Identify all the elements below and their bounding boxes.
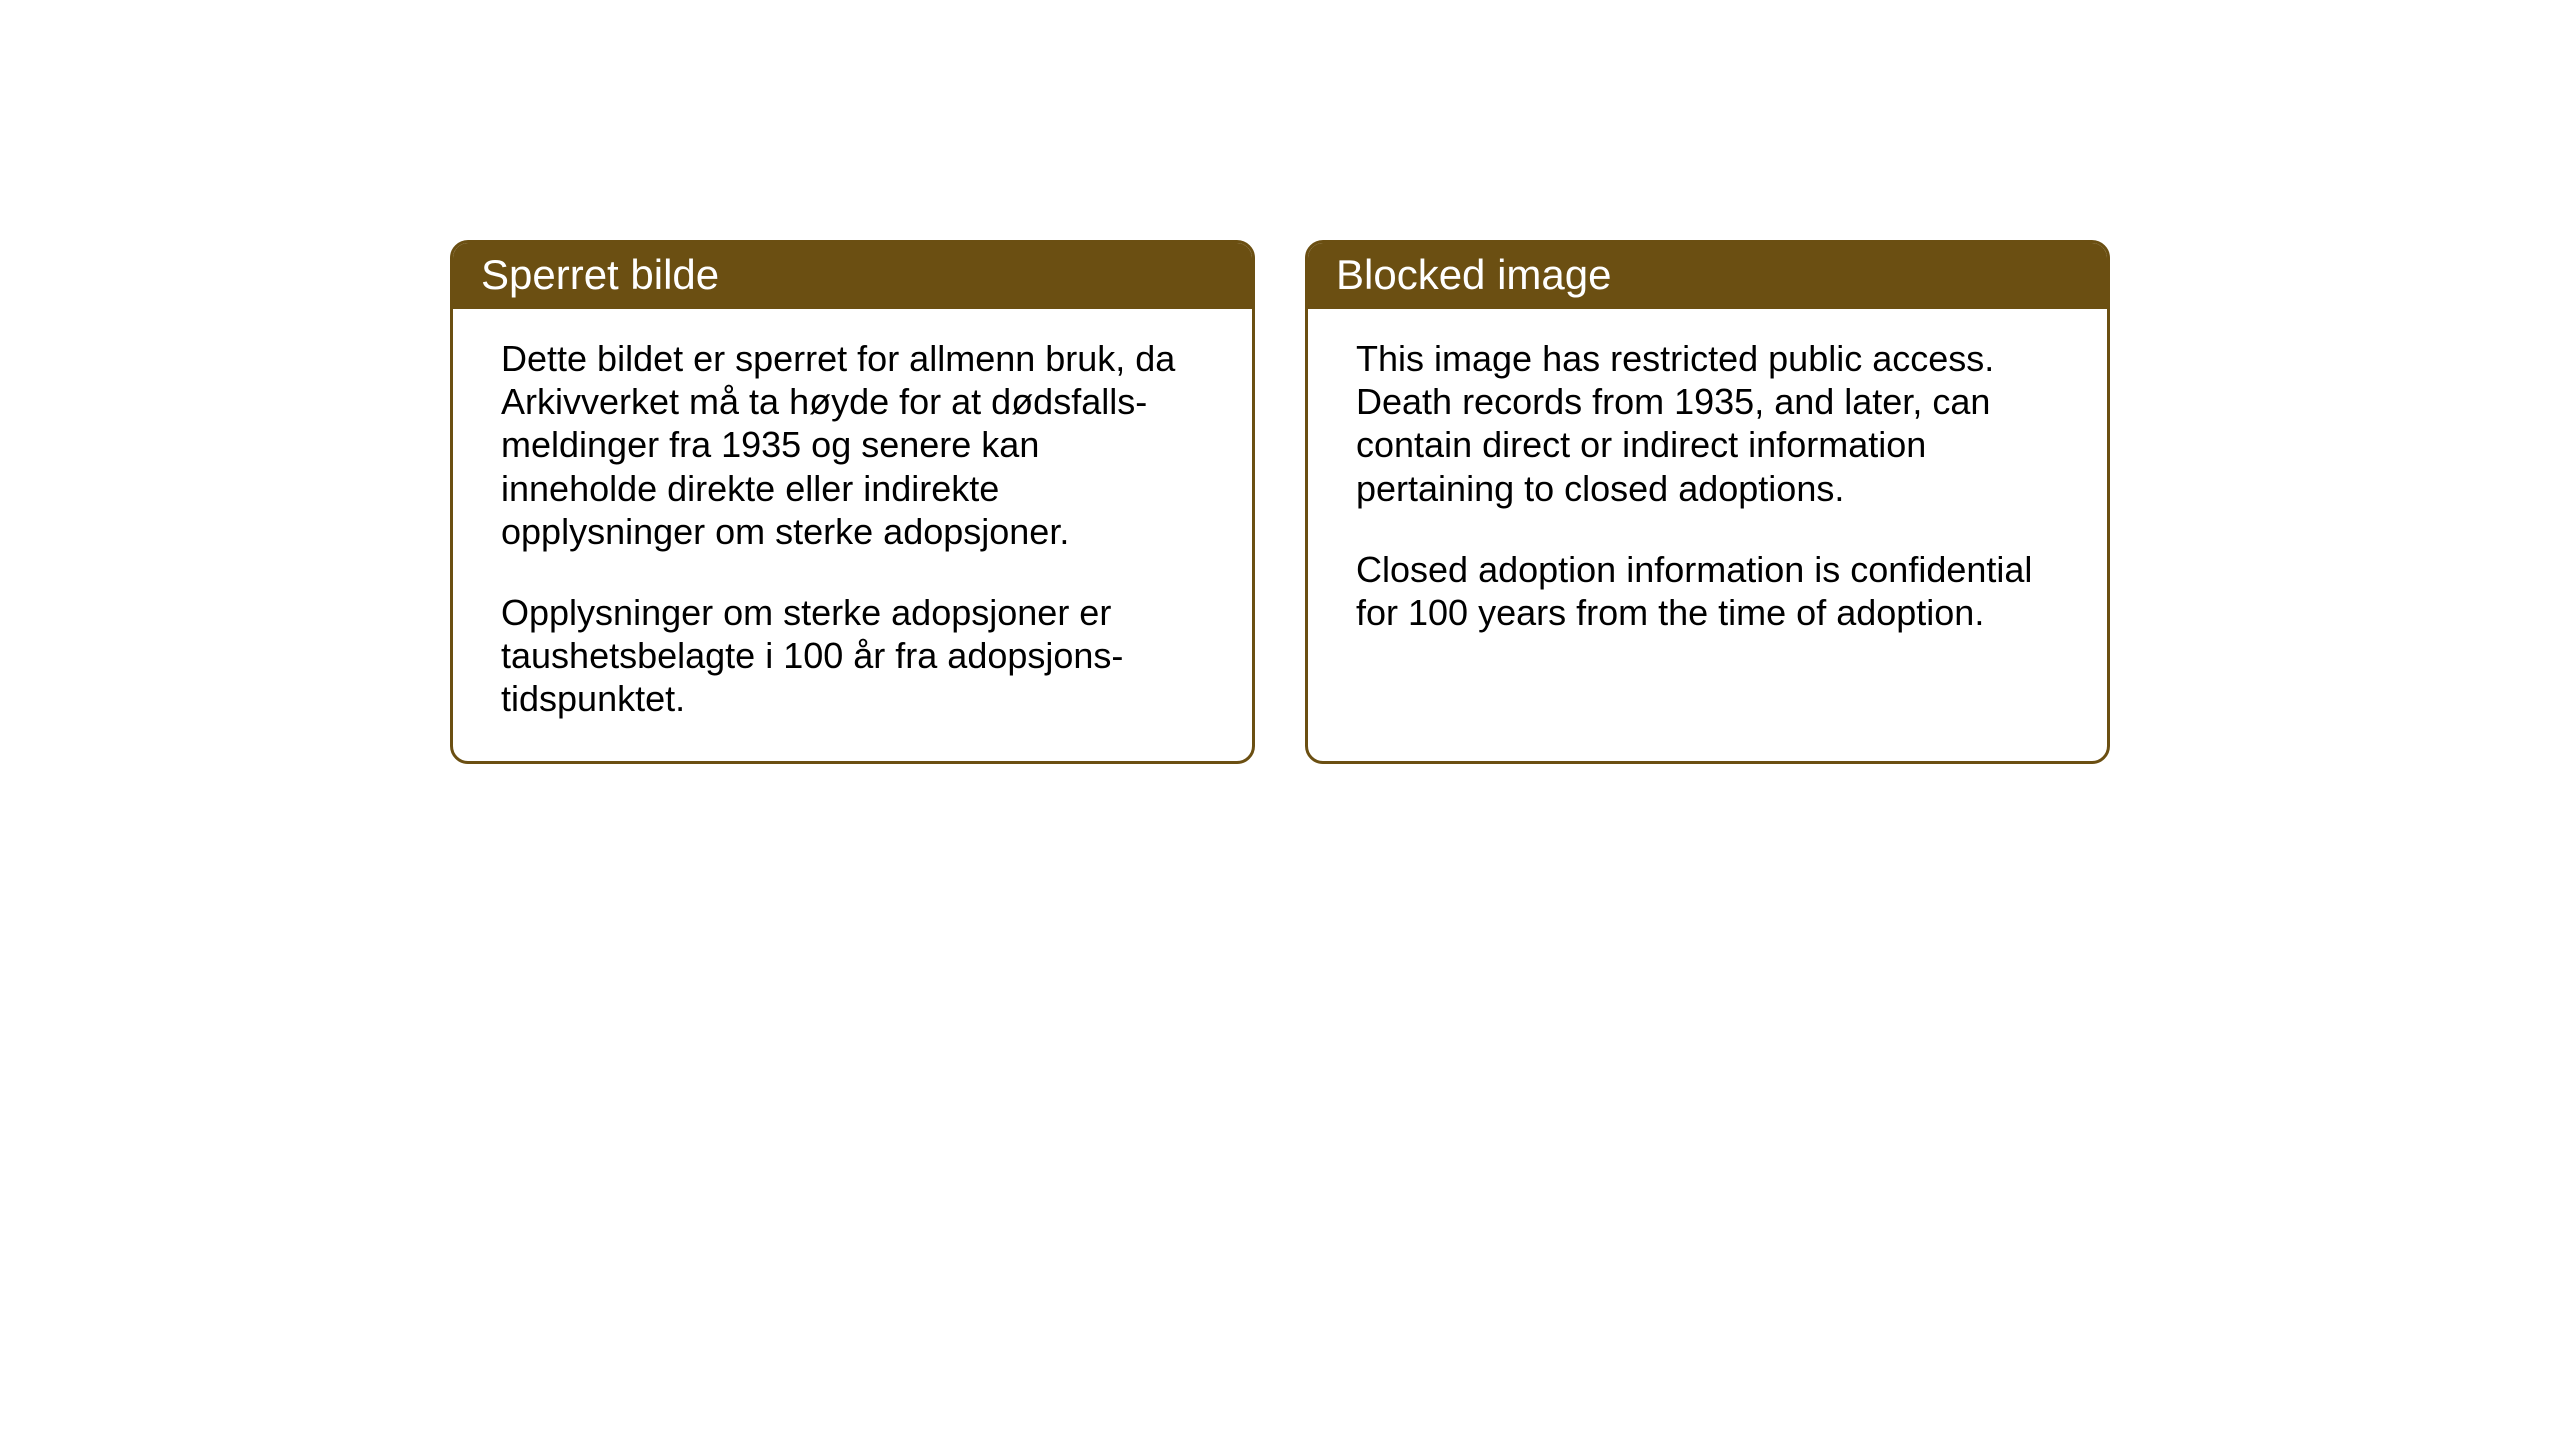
norwegian-card-title: Sperret bilde [453,243,1252,309]
english-card-body: This image has restricted public access.… [1308,309,2107,674]
notice-container: Sperret bilde Dette bildet er sperret fo… [450,240,2110,764]
english-notice-card: Blocked image This image has restricted … [1305,240,2110,764]
english-paragraph-1: This image has restricted public access.… [1356,337,2059,510]
norwegian-notice-card: Sperret bilde Dette bildet er sperret fo… [450,240,1255,764]
english-card-title: Blocked image [1308,243,2107,309]
norwegian-paragraph-2: Opplysninger om sterke adopsjoner er tau… [501,591,1204,721]
english-paragraph-2: Closed adoption information is confident… [1356,548,2059,634]
norwegian-card-body: Dette bildet er sperret for allmenn bruk… [453,309,1252,761]
norwegian-paragraph-1: Dette bildet er sperret for allmenn bruk… [501,337,1204,553]
